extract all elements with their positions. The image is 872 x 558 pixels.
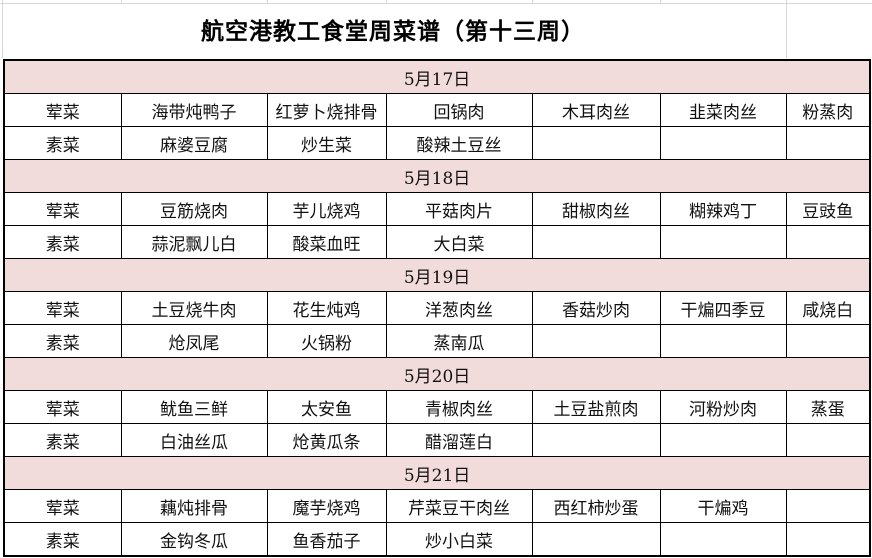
dish-cell[interactable] — [785, 489, 871, 523]
dish-cell[interactable]: 青椒肉丝 — [385, 390, 533, 424]
date-row: 5月18日 — [3, 159, 871, 193]
date-row: 5月19日 — [3, 258, 871, 292]
dish-cell[interactable]: 洋葱肉丝 — [385, 291, 533, 325]
category-cell[interactable]: 荤菜 — [3, 489, 122, 523]
veg-row: 素菜 炝凤尾 火锅粉 蒸南瓜 — [3, 324, 871, 358]
dish-cell[interactable] — [659, 126, 787, 160]
dish-cell[interactable]: 香菇炒肉 — [531, 291, 661, 325]
date-row: 5月20日 — [3, 357, 871, 391]
category-cell[interactable]: 荤菜 — [3, 93, 122, 127]
dish-cell[interactable] — [531, 522, 661, 557]
dish-cell[interactable]: 糊辣鸡丁 — [659, 192, 787, 226]
dish-cell[interactable]: 花生炖鸡 — [266, 291, 387, 325]
dish-cell[interactable]: 芋儿烧鸡 — [266, 192, 387, 226]
dish-cell[interactable]: 藕炖排骨 — [120, 489, 268, 523]
date-cell[interactable]: 5月21日 — [3, 456, 871, 490]
dish-cell[interactable]: 咸烧白 — [785, 291, 871, 325]
category-cell[interactable]: 荤菜 — [3, 390, 122, 424]
dish-cell[interactable] — [531, 324, 661, 358]
menu-table: 5月17日 荤菜 海带炖鸭子 红萝卜烧排骨 回锅肉 木耳肉丝 韭菜肉丝 粉蒸肉 素菜 麻婆豆腐 炒生… — [3, 59, 872, 557]
dish-cell[interactable] — [659, 423, 787, 457]
dish-cell[interactable]: 炝凤尾 — [120, 324, 268, 358]
dish-cell[interactable]: 大白菜 — [385, 225, 533, 259]
dish-cell[interactable] — [785, 126, 871, 160]
date-row: 5月17日 — [3, 59, 871, 94]
veg-row: 素菜 麻婆豆腐 炒生菜 酸辣土豆丝 — [3, 126, 871, 160]
dish-cell[interactable]: 西红柿炒蛋 — [531, 489, 661, 523]
dish-cell[interactable]: 土豆盐煎肉 — [531, 390, 661, 424]
category-cell[interactable]: 荤菜 — [3, 192, 122, 226]
dish-cell[interactable]: 炒小白菜 — [385, 522, 533, 557]
veg-row: 素菜 白油丝瓜 炝黄瓜条 醋溜莲白 — [3, 423, 871, 457]
dish-cell[interactable] — [785, 522, 871, 557]
dish-cell[interactable]: 芹菜豆干肉丝 — [385, 489, 533, 523]
meat-row: 荤菜 鱿鱼三鲜 太安鱼 青椒肉丝 土豆盐煎肉 河粉炒肉 蒸蛋 — [3, 390, 871, 424]
dish-cell[interactable]: 海带炖鸭子 — [120, 93, 268, 127]
meat-row: 荤菜 土豆烧牛肉 花生炖鸡 洋葱肉丝 香菇炒肉 干煸四季豆 咸烧白 — [3, 291, 871, 325]
dish-cell[interactable]: 干煸四季豆 — [659, 291, 787, 325]
dish-cell[interactable] — [531, 423, 661, 457]
dish-cell[interactable] — [659, 522, 787, 557]
dish-cell[interactable]: 干煸鸡 — [659, 489, 787, 523]
dish-cell[interactable]: 麻婆豆腐 — [120, 126, 268, 160]
dish-cell[interactable] — [785, 423, 871, 457]
meat-row: 荤菜 藕炖排骨 魔芋烧鸡 芹菜豆干肉丝 西红柿炒蛋 干煸鸡 — [3, 489, 871, 523]
dish-cell[interactable]: 豆筋烧肉 — [120, 192, 268, 226]
date-cell[interactable]: 5月18日 — [3, 159, 871, 193]
dish-cell[interactable] — [785, 324, 871, 358]
category-cell[interactable]: 素菜 — [3, 225, 122, 259]
dish-cell[interactable]: 河粉炒肉 — [659, 390, 787, 424]
dish-cell[interactable] — [659, 225, 787, 259]
dish-cell[interactable]: 蒸蛋 — [785, 390, 871, 424]
page-title: 航空港教工食堂周菜谱（第十三周） — [201, 18, 585, 45]
meat-row: 荤菜 海带炖鸭子 红萝卜烧排骨 回锅肉 木耳肉丝 韭菜肉丝 粉蒸肉 — [3, 93, 871, 127]
date-row: 5月21日 — [3, 456, 871, 490]
dish-cell[interactable]: 金钩冬瓜 — [120, 522, 268, 557]
dish-cell[interactable] — [659, 324, 787, 358]
dish-cell[interactable]: 炒生菜 — [266, 126, 387, 160]
dish-cell[interactable]: 蒸南瓜 — [385, 324, 533, 358]
dish-cell[interactable]: 土豆烧牛肉 — [120, 291, 268, 325]
dish-cell[interactable]: 酸辣土豆丝 — [385, 126, 533, 160]
dish-cell[interactable]: 豆豉鱼 — [785, 192, 871, 226]
dish-cell[interactable] — [531, 126, 661, 160]
category-cell[interactable]: 素菜 — [3, 423, 122, 457]
dish-cell[interactable]: 蒜泥飘儿白 — [120, 225, 268, 259]
dish-cell[interactable]: 酸菜血旺 — [266, 225, 387, 259]
date-cell[interactable]: 5月17日 — [3, 59, 871, 94]
veg-row: 素菜 蒜泥飘儿白 酸菜血旺 大白菜 — [3, 225, 871, 259]
sheet-gridlines — [0, 0, 872, 58]
dish-cell[interactable]: 白油丝瓜 — [120, 423, 268, 457]
date-cell[interactable]: 5月19日 — [3, 258, 871, 292]
dish-cell[interactable]: 醋溜莲白 — [385, 423, 533, 457]
dish-cell[interactable]: 甜椒肉丝 — [531, 192, 661, 226]
category-cell[interactable]: 荤菜 — [3, 291, 122, 325]
meat-row: 荤菜 豆筋烧肉 芋儿烧鸡 平菇肉片 甜椒肉丝 糊辣鸡丁 豆豉鱼 — [3, 192, 871, 226]
category-cell[interactable]: 素菜 — [3, 522, 122, 557]
category-cell[interactable]: 素菜 — [3, 324, 122, 358]
dish-cell[interactable]: 魔芋烧鸡 — [266, 489, 387, 523]
dish-cell[interactable]: 太安鱼 — [266, 390, 387, 424]
dish-cell[interactable]: 回锅肉 — [385, 93, 533, 127]
dish-cell[interactable]: 木耳肉丝 — [531, 93, 661, 127]
dish-cell[interactable]: 平菇肉片 — [385, 192, 533, 226]
dish-cell[interactable]: 韭菜肉丝 — [659, 93, 787, 127]
dish-cell[interactable]: 火锅粉 — [266, 324, 387, 358]
dish-cell[interactable]: 鱼香茄子 — [266, 522, 387, 557]
date-cell[interactable]: 5月20日 — [3, 357, 871, 391]
dish-cell[interactable]: 鱿鱼三鲜 — [120, 390, 268, 424]
dish-cell[interactable] — [785, 225, 871, 259]
dish-cell[interactable] — [531, 225, 661, 259]
dish-cell[interactable]: 炝黄瓜条 — [266, 423, 387, 457]
dish-cell[interactable]: 红萝卜烧排骨 — [266, 93, 387, 127]
veg-row: 素菜 金钩冬瓜 鱼香茄子 炒小白菜 — [3, 522, 871, 557]
dish-cell[interactable]: 粉蒸肉 — [785, 93, 871, 127]
category-cell[interactable]: 素菜 — [3, 126, 122, 160]
